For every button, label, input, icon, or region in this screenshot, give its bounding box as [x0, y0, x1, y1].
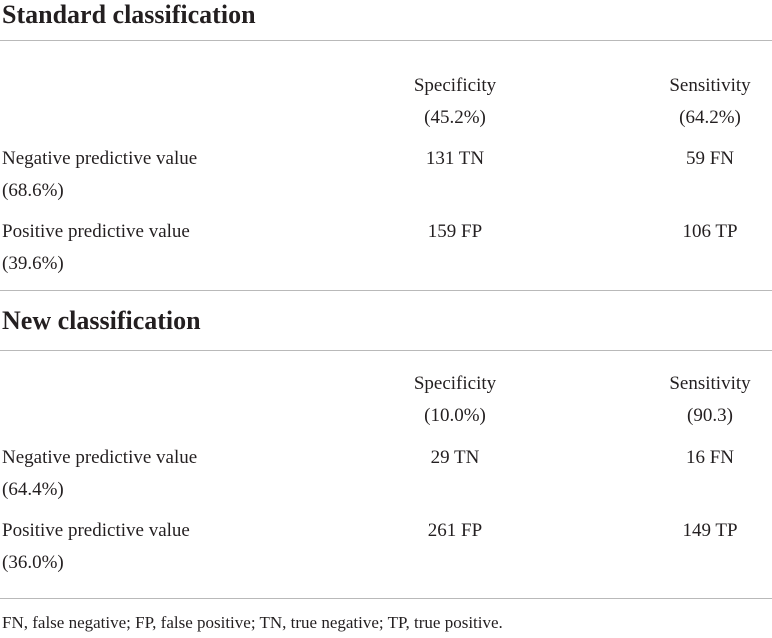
column-header-specificity: Specificity [413, 75, 497, 96]
table-cell-fn: 16 FN [685, 447, 735, 468]
column-header-specificity-value: (10.0%) [424, 405, 486, 426]
divider [0, 40, 772, 41]
divider [0, 598, 772, 599]
divider [0, 350, 772, 351]
section-title-standard: Standard classification [2, 0, 256, 29]
row-label-npv-value: (68.6%) [2, 180, 64, 201]
divider [0, 290, 772, 291]
column-header-sensitivity: Sensitivity [669, 75, 751, 96]
row-label-ppv-value: (39.6%) [2, 253, 64, 274]
table-cell-tp: 149 TP [682, 520, 738, 541]
column-header-sensitivity-value: (90.3) [687, 405, 733, 426]
row-label-npv-value: (64.4%) [2, 479, 64, 500]
table-cell-tn: 131 TN [425, 148, 485, 169]
table-footnote: FN, false negative; FP, false positive; … [2, 613, 503, 632]
column-header-specificity-value: (45.2%) [424, 107, 486, 128]
row-label-ppv-value: (36.0%) [2, 552, 64, 573]
column-header-specificity: Specificity [413, 373, 497, 394]
row-label-ppv: Positive predictive value [2, 520, 190, 541]
table-cell-fp: 159 FP [427, 221, 483, 242]
row-label-npv: Negative predictive value [2, 447, 198, 468]
row-label-ppv: Positive predictive value [2, 221, 190, 242]
table-cell-fn: 59 FN [685, 148, 735, 169]
table-cell-tp: 106 TP [682, 221, 738, 242]
column-header-sensitivity: Sensitivity [669, 373, 751, 394]
table-cell-fp: 261 FP [427, 520, 483, 541]
column-header-sensitivity-value: (64.2%) [679, 107, 741, 128]
row-label-npv: Negative predictive value [2, 148, 198, 169]
table-cell-tn: 29 TN [430, 447, 480, 468]
section-title-new: New classification [2, 306, 201, 335]
